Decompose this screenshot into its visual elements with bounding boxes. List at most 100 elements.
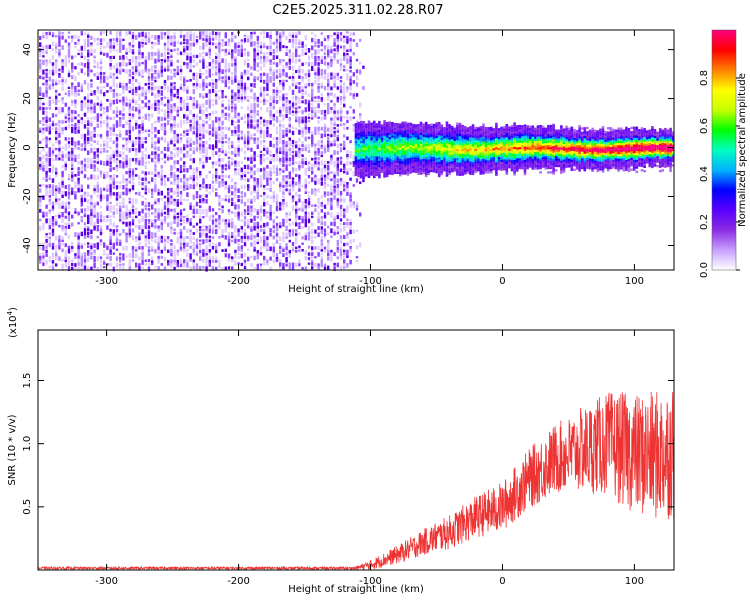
spectrogram-cell bbox=[61, 164, 64, 169]
spectrogram-cell bbox=[314, 34, 317, 37]
spectrogram-cell bbox=[352, 229, 355, 234]
spectrogram-cell bbox=[87, 259, 90, 263]
spectrogram-cell bbox=[189, 222, 192, 226]
spectrogram-cell bbox=[151, 151, 154, 156]
spectrogram-cell bbox=[144, 65, 147, 71]
spectrogram-cell bbox=[227, 238, 231, 243]
spectrogram-cell bbox=[231, 221, 234, 227]
spectrogram-cell bbox=[314, 72, 317, 76]
spectrogram-cell bbox=[80, 208, 83, 214]
spectrogram-cell bbox=[359, 242, 362, 248]
spectrogram-cell bbox=[391, 161, 394, 165]
spectrogram-cell bbox=[87, 228, 90, 232]
spectrogram-cell bbox=[189, 165, 192, 170]
spectrogram-cell bbox=[195, 129, 199, 135]
spectrogram-cell bbox=[189, 175, 192, 179]
spectrogram-cell bbox=[291, 32, 295, 35]
spectrogram-cell bbox=[317, 89, 320, 93]
spectrogram-cell bbox=[339, 79, 343, 83]
spectrogram-cell bbox=[323, 147, 327, 151]
spectrogram-cell bbox=[272, 246, 275, 250]
spectrogram-cell bbox=[131, 208, 135, 214]
spectrogram-cell bbox=[80, 252, 83, 256]
spectrogram-cell bbox=[106, 143, 109, 149]
spectrogram-cell bbox=[144, 129, 147, 133]
spectrogram-cell bbox=[61, 151, 64, 155]
spectrogram-cell bbox=[269, 140, 272, 144]
spectrogram-cell bbox=[357, 150, 360, 153]
spectrogram-cell bbox=[411, 161, 415, 164]
spectrogram-cell bbox=[291, 78, 295, 82]
spectrogram-cell bbox=[87, 42, 90, 48]
spectrogram-cell bbox=[357, 154, 360, 158]
spectrogram-cell bbox=[128, 173, 131, 179]
spectrogram-cell bbox=[173, 263, 176, 266]
spectrogram-cell bbox=[170, 195, 173, 200]
spectrogram-cell bbox=[240, 116, 243, 120]
spectrogram-cell bbox=[208, 205, 211, 211]
spectrogram-cell bbox=[202, 164, 205, 169]
spectrogram-cell bbox=[71, 85, 74, 90]
spectrogram-cell bbox=[144, 171, 147, 176]
spectrogram-cell bbox=[125, 184, 128, 187]
spectrogram-cell bbox=[333, 191, 336, 194]
spectrogram-cell bbox=[327, 38, 330, 42]
spectrogram-cell bbox=[320, 235, 323, 239]
spectrogram-cell bbox=[285, 79, 288, 82]
spectrogram-cell bbox=[151, 56, 154, 61]
spectrogram-cell bbox=[234, 134, 237, 137]
spectrogram-cell bbox=[279, 266, 282, 270]
spectrogram-cell bbox=[227, 242, 231, 247]
spectrogram-cell bbox=[357, 135, 360, 138]
spectrogram-cell bbox=[422, 154, 425, 157]
spectrogram-cell bbox=[93, 116, 96, 120]
spectrogram-cell bbox=[393, 140, 397, 144]
spectrogram-cell bbox=[163, 96, 167, 99]
spectrogram-cell bbox=[67, 211, 71, 216]
spectrogram-cell bbox=[77, 126, 80, 130]
spectrogram-cell bbox=[388, 167, 392, 171]
spectrogram-cell bbox=[288, 171, 291, 176]
spectrogram-cell bbox=[67, 224, 71, 229]
spectrogram-cell bbox=[285, 72, 288, 78]
spectrogram-cell bbox=[282, 147, 285, 151]
spectrogram-cell bbox=[355, 75, 359, 81]
spectrogram-cell bbox=[147, 89, 151, 93]
spectrogram-cell bbox=[336, 137, 339, 142]
spectrogram-cell bbox=[391, 163, 394, 167]
spectrogram-cell bbox=[427, 148, 431, 151]
spectrogram-cell bbox=[256, 266, 259, 271]
spectrogram-cell bbox=[291, 232, 295, 237]
spectrogram-cell bbox=[253, 140, 256, 144]
spectrogram-cell bbox=[154, 69, 157, 75]
spectrogram-cell bbox=[173, 103, 176, 108]
spectrogram-cell bbox=[301, 267, 304, 270]
spectrogram-cell bbox=[259, 236, 263, 242]
spectrogram-cell bbox=[67, 157, 71, 161]
spectrogram-cell bbox=[106, 82, 109, 87]
spectrogram-cell bbox=[106, 174, 109, 179]
spectrogram-cell bbox=[298, 42, 301, 45]
spectrogram-cell bbox=[112, 150, 115, 155]
spectrogram-cell bbox=[301, 185, 304, 188]
spectrogram-cell bbox=[339, 178, 343, 183]
spectrogram-cell bbox=[71, 55, 74, 60]
spectrogram-cell bbox=[71, 38, 74, 43]
spectrogram-cell bbox=[227, 232, 231, 237]
spectrogram-cell bbox=[67, 117, 71, 121]
spectrogram-cell bbox=[45, 242, 48, 247]
spectrogram-cell bbox=[202, 258, 205, 263]
spectrogram-cell bbox=[195, 86, 199, 90]
spectrogram-cell bbox=[304, 119, 307, 124]
spectrogram-cell bbox=[279, 120, 282, 123]
spectrogram-cell bbox=[183, 103, 186, 107]
spectrogram-cell bbox=[317, 75, 320, 80]
spectrogram-cell bbox=[71, 258, 74, 263]
spectrogram-cell bbox=[414, 124, 418, 127]
spectrogram-cell bbox=[349, 201, 352, 206]
spectrogram-cell bbox=[266, 107, 269, 112]
spectrogram-cell bbox=[215, 243, 218, 248]
spectrogram-cell bbox=[317, 201, 320, 205]
spectrogram-cell bbox=[375, 153, 379, 157]
spectrogram-cell bbox=[250, 242, 253, 247]
